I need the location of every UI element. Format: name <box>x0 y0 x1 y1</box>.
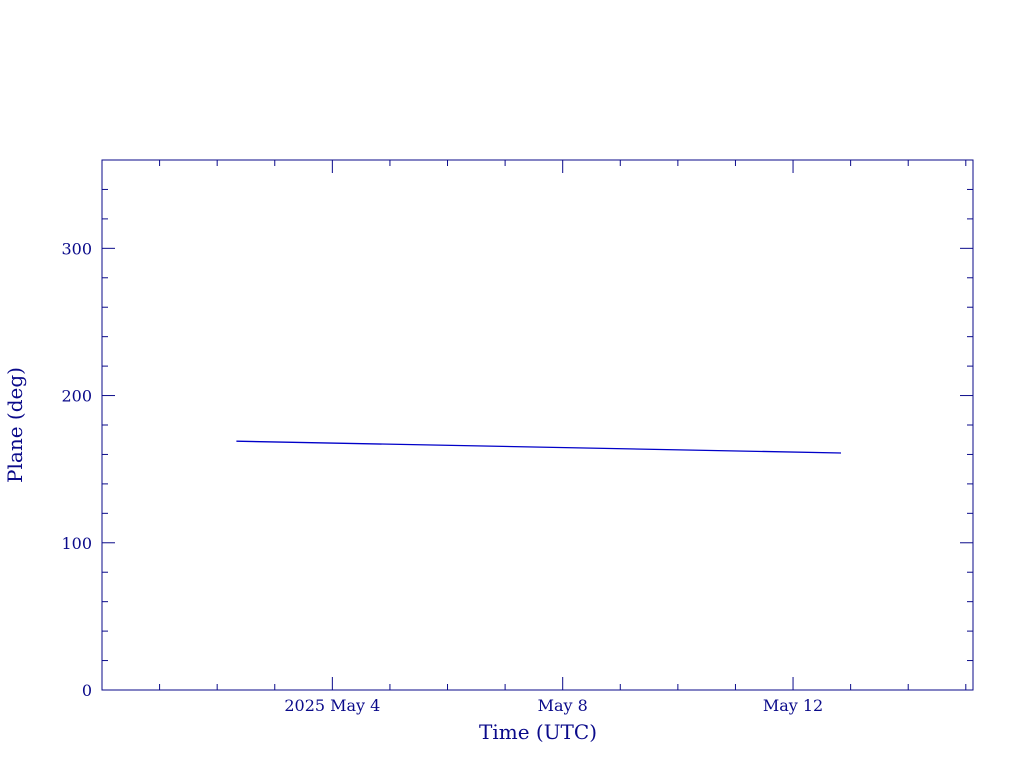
x-tick-label: May 8 <box>538 696 588 715</box>
x-tick-label: May 12 <box>763 696 823 715</box>
y-axis-title: Plane (deg) <box>3 367 27 483</box>
series-line <box>236 440 842 454</box>
y-tick-label: 300 <box>61 239 92 258</box>
y-tick-labels: 0 100 200 300 <box>61 239 92 700</box>
y-tick-label: 0 <box>82 681 92 700</box>
x-tick-label: 2025 May 4 <box>284 696 380 715</box>
y-tick-label: 100 <box>61 534 92 553</box>
y-tick-label: 200 <box>61 387 92 406</box>
x-tick-labels: 2025 May 4 May 8 May 12 <box>284 696 823 715</box>
plot-frame <box>101 159 974 691</box>
series-group <box>236 440 842 454</box>
tick-marks <box>101 159 973 691</box>
x-axis-title: Time (UTC) <box>479 720 597 744</box>
